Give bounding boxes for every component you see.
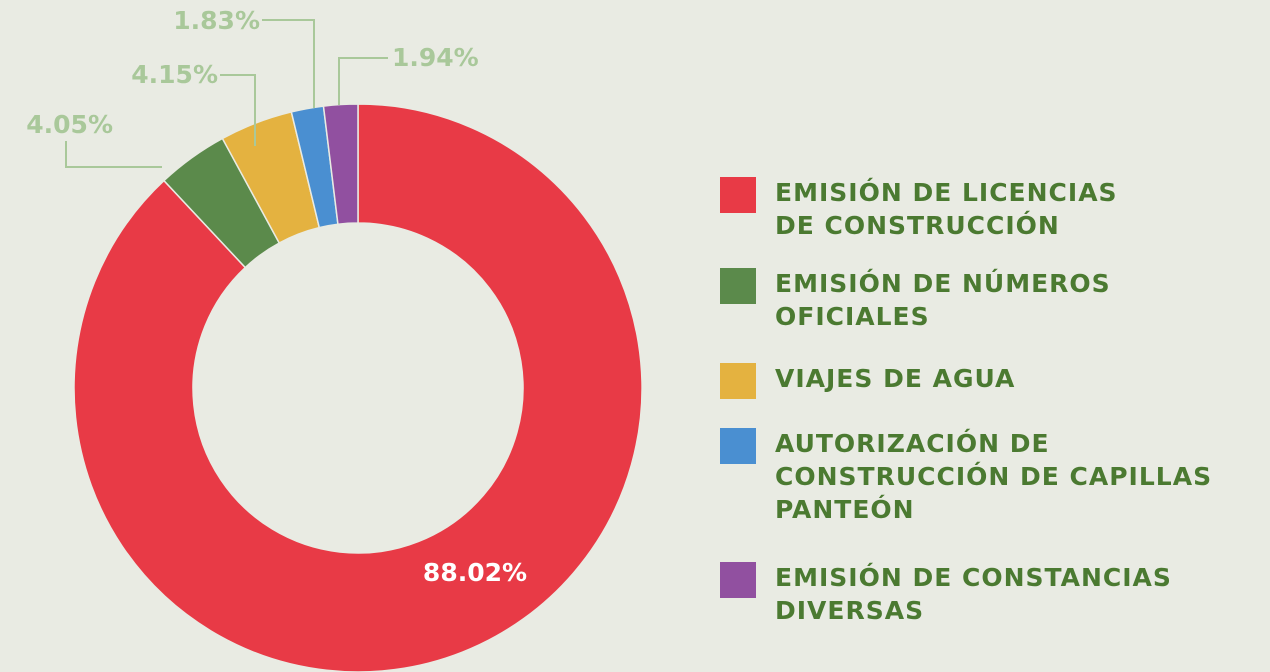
leader-line [338, 57, 388, 105]
legend-item: EMISIÓN DE CONSTANCIAS DIVERSAS [720, 562, 1172, 627]
donut-slice [73, 103, 643, 672]
legend-item: AUTORIZACIÓN DE CONSTRUCCIÓN DE CAPILLAS… [720, 428, 1212, 526]
leader-line [262, 19, 315, 108]
legend-swatch [720, 562, 756, 598]
legend-item: EMISIÓN DE NÚMEROS OFICIALES [720, 268, 1111, 333]
slice-label: 4.05% [26, 110, 113, 139]
slice-label: 1.83% [173, 6, 260, 35]
slice-label: 4.15% [131, 60, 218, 89]
leader-line [65, 141, 162, 168]
legend-swatch [720, 428, 756, 464]
slice-label: 88.02% [423, 558, 527, 587]
legend-label: VIAJES DE AGUA [775, 364, 1016, 393]
legend-label: AUTORIZACIÓN DE CONSTRUCCIÓN DE CAPILLAS… [775, 429, 1213, 524]
legend-item: VIAJES DE AGUA [720, 363, 1015, 399]
legend-label: EMISIÓN DE NÚMEROS OFICIALES [775, 269, 1111, 331]
donut-slice [322, 103, 359, 226]
legend-label: EMISIÓN DE LICENCIAS DE CONSTRUCCIÓN [775, 178, 1118, 240]
legend-label: EMISIÓN DE CONSTANCIAS DIVERSAS [775, 563, 1172, 625]
legend-swatch [720, 363, 756, 399]
leader-line [220, 74, 256, 146]
legend-item: EMISIÓN DE LICENCIAS DE CONSTRUCCIÓN [720, 177, 1118, 242]
legend-swatch [720, 177, 756, 213]
legend-swatch [720, 268, 756, 304]
slice-label: 1.94% [392, 43, 479, 72]
